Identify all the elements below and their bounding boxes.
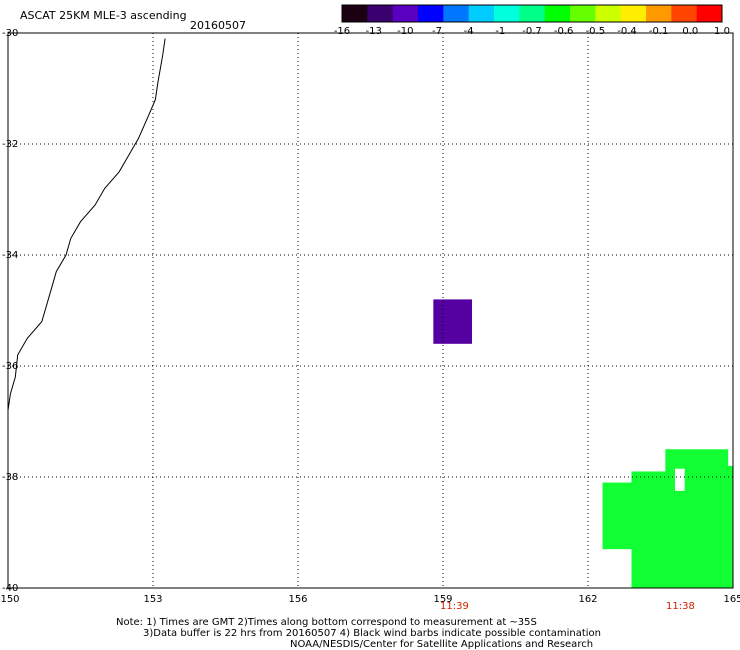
wind-cell: [718, 465, 733, 489]
colorbar-label: -0.5: [585, 26, 606, 37]
colorbar-label: 1.0: [714, 26, 730, 37]
footer-credit: NOAA/NESDIS/Center for Satellite Applica…: [290, 639, 594, 650]
latitude-label: -40: [2, 583, 19, 594]
time-label-1: 11:39: [440, 601, 469, 612]
latitude-label: -34: [2, 250, 19, 261]
colorbar-swatch: [519, 5, 546, 22]
colorbar-label: -1: [495, 26, 506, 37]
wind-cells: [433, 299, 733, 588]
colorbar: [341, 4, 723, 23]
colorbar-swatch: [418, 5, 444, 22]
wind-cell: [433, 299, 472, 344]
colorbar-swatch: [342, 5, 368, 22]
colorbar-label: -7: [432, 26, 442, 37]
latitude-label: -38: [2, 472, 19, 483]
colorbar-label: -10: [397, 26, 414, 37]
wind-cell: [631, 526, 733, 588]
latitude-label: -36: [2, 361, 19, 372]
wind-cell: [675, 468, 685, 491]
colorbar-label: -0.4: [617, 26, 637, 37]
coastline: [7, 38, 166, 411]
longitude-label: 150: [0, 594, 20, 605]
colorbar-label: -0.6: [553, 26, 574, 37]
longitude-label: 156: [288, 594, 308, 605]
longitude-label: 162: [578, 594, 598, 605]
footer-note-2: 3)Data buffer is 22 hrs from 20160507 4)…: [143, 628, 601, 639]
colorbar-border: [341, 4, 723, 23]
colorbar-label: -0.7: [522, 26, 542, 37]
colorbar-label: -0.1: [648, 26, 669, 37]
colorbar-swatch: [696, 5, 723, 22]
map-gridlines: [8, 33, 733, 588]
colorbar-swatch: [570, 5, 596, 22]
map-frame: [7, 32, 734, 589]
colorbar-swatch: [468, 5, 495, 22]
longitude-label: 165: [723, 594, 740, 605]
latitude-label: -30: [2, 28, 19, 39]
colorbar-swatch: [671, 5, 698, 22]
colorbar-label: -16: [333, 26, 351, 37]
time-label-2: 11:38: [666, 601, 695, 612]
map-date: 20160507: [190, 19, 246, 32]
colorbar-swatch: [544, 5, 571, 22]
footer-note-1: Note: 1) Times are GMT 2)Times along bot…: [116, 617, 537, 628]
colorbar-swatch: [494, 5, 520, 22]
latitude-label: -32: [2, 139, 19, 150]
colorbar-swatch: [392, 5, 419, 22]
colorbar-label: 0.0: [682, 26, 699, 37]
map-title: ASCAT 25KM MLE-3 ascending: [20, 9, 187, 22]
colorbar-swatch: [620, 5, 647, 22]
colorbar-swatch: [595, 5, 622, 22]
colorbar-swatch: [443, 5, 470, 22]
colorbar-swatch: [646, 5, 672, 22]
colorbar-swatch: [367, 5, 394, 22]
longitude-label: 159: [433, 594, 453, 605]
colorbar-label: -13: [365, 26, 382, 37]
longitude-label: 153: [143, 594, 163, 605]
colorbar-label: -4: [463, 26, 474, 37]
